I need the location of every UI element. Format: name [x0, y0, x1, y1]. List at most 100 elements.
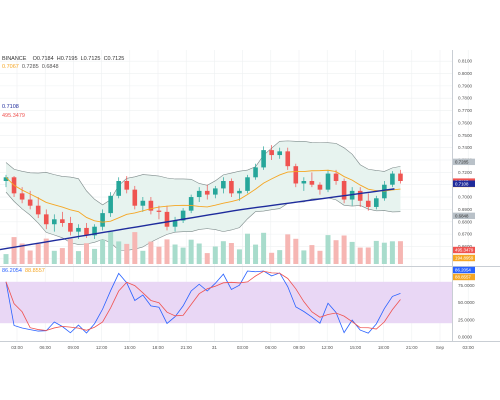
stoch-k-line	[5, 270, 401, 334]
candle	[357, 187, 363, 207]
volume-badge	[453, 254, 475, 262]
stoch-badge-label: 86.2054	[455, 268, 471, 273]
legend-value-3: 0.6848	[41, 64, 59, 70]
candle-body	[237, 190, 242, 194]
candle-body	[180, 210, 186, 221]
candle-body	[76, 227, 81, 232]
price-badge	[453, 158, 475, 166]
price-tick-label: 0.7800	[458, 96, 472, 101]
stochastic-lines	[5, 270, 401, 334]
price-tick-label: 0.6700	[458, 232, 472, 237]
time-tick-label: 12:00	[96, 345, 108, 350]
candle-body	[132, 189, 138, 206]
ohlc-open: O0.7184	[32, 56, 54, 62]
candle-body	[3, 177, 9, 181]
price-tick-label: 0.7500	[458, 133, 472, 138]
stoch-badge	[453, 266, 475, 274]
time-tick-label: 06:00	[265, 345, 277, 350]
candle	[245, 174, 250, 194]
price-tick-label: 0.8000	[458, 71, 472, 76]
candle-body	[229, 181, 234, 194]
stoch-tick-label: 50.0000	[458, 300, 475, 305]
time-axis[interactable]: 03:00 06:00 09:00 12:00 15:00 18:00 21:00 31 03:…	[11, 345, 474, 350]
volume-bar	[269, 252, 275, 264]
candle	[124, 176, 130, 194]
candle	[180, 208, 186, 223]
volume-bar	[92, 248, 98, 264]
candle-body	[285, 151, 291, 167]
bollinger-upper-line	[5, 140, 401, 206]
stoch-d-line	[5, 270, 401, 331]
volume-bar	[253, 244, 259, 264]
candle	[229, 178, 234, 198]
stoch-band-fill	[0, 281, 452, 324]
ma-slow-line	[0, 188, 395, 251]
volume-bar	[35, 243, 41, 264]
volume-bar	[75, 251, 81, 264]
ohlc-low: L0.7125	[80, 56, 101, 62]
volume-bar	[349, 241, 355, 264]
price-tick-label: 0.8100	[458, 59, 472, 64]
volume-bar	[148, 241, 154, 264]
volume-bar	[397, 241, 403, 264]
candle	[301, 177, 307, 191]
candle-body	[164, 211, 170, 227]
time-tick-label: 12:00	[321, 345, 333, 350]
candle-body	[108, 195, 113, 214]
volume-bar	[140, 250, 146, 264]
candle-body	[325, 173, 331, 190]
time-tick-label: 03:00	[237, 345, 249, 350]
price-axis[interactable]: 0.8100 0.8000 0.7900 0.7800 0.7700 0.7600 0.75…	[453, 59, 475, 262]
time-tick-label: 21:00	[180, 345, 192, 350]
candle-body	[309, 181, 315, 185]
price-tick-label: 0.6900	[458, 207, 472, 212]
candle-body	[374, 198, 379, 207]
volume-legend: 495.3479	[2, 113, 25, 119]
candle	[43, 209, 49, 230]
stoch-k-value: 86.2054	[2, 268, 22, 274]
candle-body	[301, 181, 307, 184]
exchange-label: BINANCE	[2, 56, 27, 62]
candle-body	[100, 213, 105, 227]
candle	[140, 197, 146, 212]
volume-bar	[228, 243, 234, 264]
candle-body	[269, 150, 274, 156]
candle-body	[382, 184, 387, 199]
candle-body	[277, 151, 282, 156]
candle-body	[253, 167, 258, 178]
stoch-d-value: 88.8557	[24, 268, 45, 274]
stoch-tick-label: 25.0000	[458, 317, 475, 322]
candle	[164, 205, 170, 231]
volume-bar	[67, 238, 73, 264]
volume-legend-value: 495.3479	[2, 113, 25, 119]
candle	[317, 182, 323, 195]
volume-bar	[277, 250, 283, 264]
candle-body	[341, 181, 347, 200]
candle	[100, 209, 105, 231]
stoch-badge	[453, 273, 475, 281]
volume-bar	[19, 243, 25, 264]
candle	[132, 185, 138, 210]
candle	[285, 147, 291, 170]
candle	[374, 195, 379, 210]
candle	[116, 177, 121, 199]
time-tick-label: 15:00	[350, 345, 362, 350]
candle	[341, 178, 347, 204]
volume-bar	[309, 245, 315, 264]
candle-body	[317, 184, 323, 190]
candle-body	[84, 227, 89, 236]
stoch-axis[interactable]: 75.0000 50.0000 25.0000 0.0000 86.2054 88.855…	[453, 266, 475, 340]
candle	[390, 171, 395, 188]
candlesticks[interactable]	[3, 145, 403, 240]
candle	[398, 169, 403, 184]
ma-legend-value: 0.7108	[2, 104, 19, 110]
time-tick-label: 18:00	[152, 345, 164, 350]
price-badge-label: 0.7285	[455, 159, 469, 164]
candle-body	[204, 190, 210, 195]
price-tick-label: 0.7600	[458, 120, 472, 125]
candle	[237, 188, 242, 201]
volume-bar	[116, 241, 122, 264]
candle	[148, 197, 154, 215]
candle-body	[221, 181, 226, 189]
